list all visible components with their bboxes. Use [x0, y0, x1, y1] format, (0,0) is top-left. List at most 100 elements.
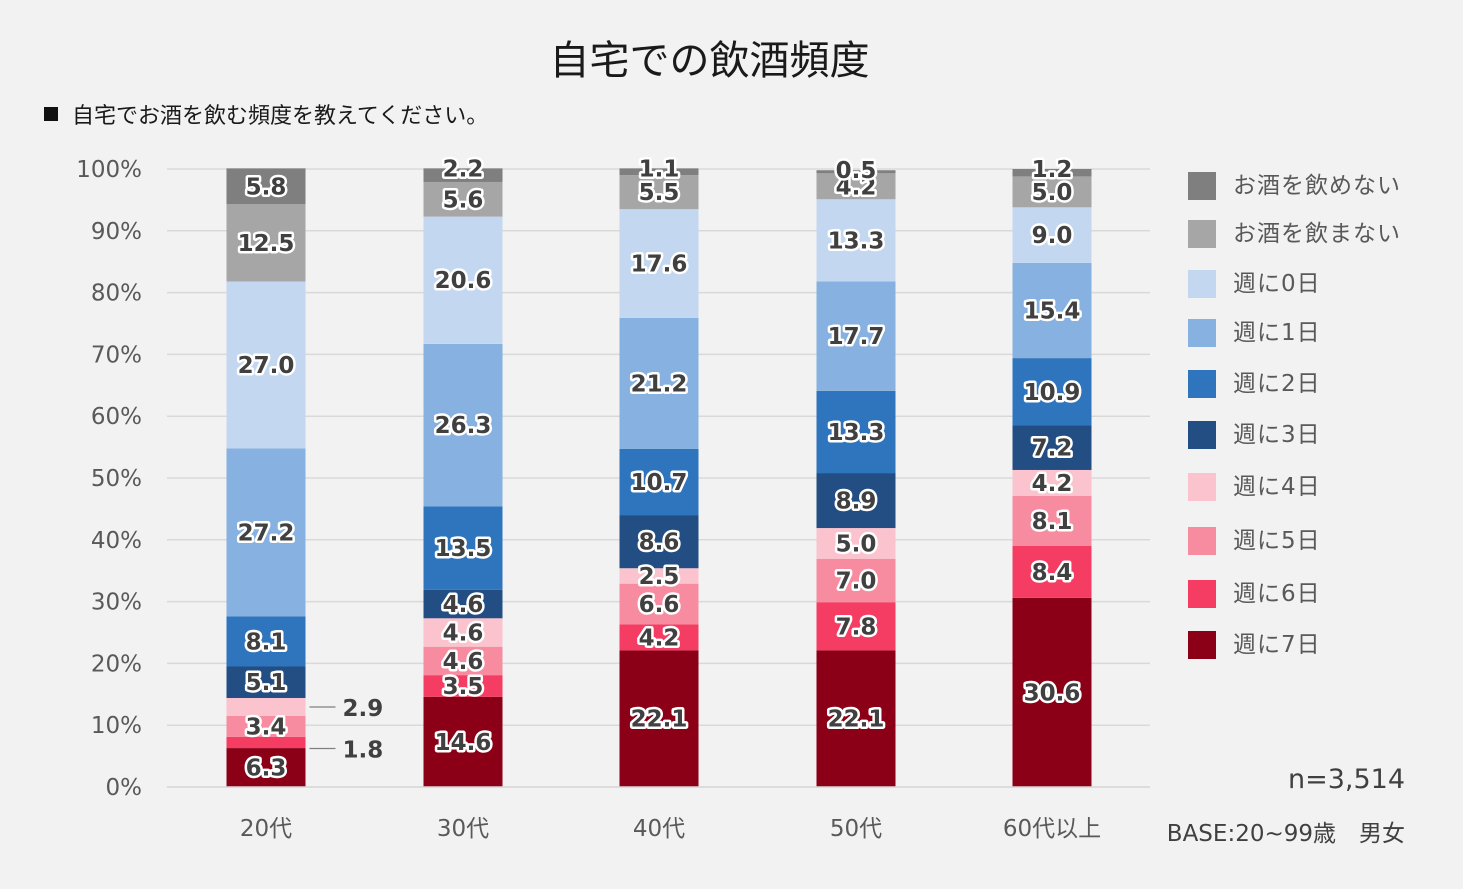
data-label: 22.1	[828, 707, 885, 733]
y-tick-label: 0%	[106, 775, 143, 801]
legend-label: お酒を飲めない	[1233, 173, 1401, 199]
bar-segment	[816, 173, 896, 200]
bar-segment	[423, 216, 503, 344]
bar-segment	[816, 602, 896, 651]
legend-swatch	[1188, 172, 1216, 200]
y-tick-label: 70%	[91, 342, 142, 368]
bar-segment	[619, 317, 699, 449]
bar-segment	[423, 168, 503, 182]
bar-segment	[816, 650, 896, 787]
bar-segment	[1012, 495, 1092, 546]
legend-swatch	[1188, 631, 1216, 659]
data-label: 14.6	[435, 730, 492, 756]
bar-segment	[816, 528, 896, 559]
bar-segment	[619, 650, 699, 787]
bar-segment	[619, 568, 699, 584]
bar-segment	[226, 715, 306, 737]
data-label: 2.2	[443, 156, 484, 182]
data-label: 8.1	[1032, 509, 1073, 535]
x-tick-label: 60代以上	[1003, 816, 1101, 842]
data-label: 4.2	[1032, 471, 1073, 497]
data-label: 4.2	[836, 174, 877, 200]
bar-segment	[423, 343, 503, 507]
data-label: 21.2	[631, 371, 688, 397]
bar-segment	[226, 168, 306, 205]
data-label: 5.6	[443, 187, 484, 213]
bar-segment	[1012, 358, 1092, 426]
data-label: 17.7	[828, 324, 885, 350]
data-label: 2.9	[343, 696, 384, 722]
y-axis: 0% 10% 20% 30% 40% 50% 60% 70% 80% 90% 100%	[76, 157, 142, 801]
data-label: 8.1	[246, 629, 287, 655]
data-label: 5.0	[836, 532, 877, 558]
bullet-square-icon	[44, 107, 58, 121]
bar-segment	[1012, 207, 1092, 263]
bar-segment	[1012, 545, 1092, 598]
y-tick-label: 40%	[91, 528, 142, 554]
data-label: 0.5	[836, 158, 877, 184]
bar-segment	[619, 515, 699, 569]
data-label: 4.6	[443, 621, 484, 647]
bar-segment	[423, 506, 503, 590]
y-tick-label: 60%	[91, 404, 142, 430]
data-label: 15.4	[1024, 299, 1081, 325]
bar-segment	[619, 583, 699, 625]
bar-segment	[226, 281, 306, 449]
data-label: 6.3	[246, 756, 287, 782]
data-label: 30.6	[1024, 680, 1081, 706]
y-tick-label: 80%	[91, 281, 142, 307]
bar-segment	[1012, 469, 1092, 496]
legend-label: 週に1日	[1233, 320, 1321, 346]
data-label: 13.3	[828, 228, 885, 254]
bar-segment	[816, 199, 896, 282]
legend-swatch	[1188, 220, 1216, 248]
bar-segment	[816, 281, 896, 391]
y-tick-label: 50%	[91, 466, 142, 492]
bar-segment	[619, 624, 699, 651]
y-tick-label: 90%	[91, 219, 142, 245]
bar-segment	[1012, 176, 1092, 208]
data-label: 27.2	[238, 520, 295, 546]
data-label: 3.4	[246, 714, 287, 740]
data-label: 4.2	[639, 625, 680, 651]
data-label: 8.6	[639, 530, 680, 556]
x-axis: 20代 30代 40代 50代 60代以上	[167, 786, 1150, 842]
bar-segment	[1012, 425, 1092, 470]
data-label: 1.1	[639, 156, 680, 182]
bar-segment	[226, 698, 306, 716]
bar-segment	[619, 168, 699, 176]
chart-title: 自宅での飲酒頻度	[549, 38, 870, 84]
bar-segment	[1012, 262, 1092, 359]
legend-label: 週に5日	[1233, 528, 1321, 554]
bar-segment	[619, 209, 699, 318]
legend-label: 週に3日	[1233, 422, 1321, 448]
data-label: 13.3	[828, 420, 885, 446]
data-labels: 6.3 1.8 3.4 2.9 5.1 8.1 27.2 27.0 12.5 5.8 14.6 3.5…	[235, 154, 1083, 784]
data-label: 3.5	[443, 674, 484, 700]
data-label: 26.3	[435, 413, 492, 439]
y-tick-label: 10%	[91, 713, 142, 739]
data-label: 7.2	[1032, 436, 1073, 462]
data-label: 6.6	[639, 592, 680, 618]
bar-segment	[423, 181, 503, 217]
bar-segment	[226, 748, 306, 787]
bar-segment	[423, 646, 503, 676]
bar-segment	[423, 675, 503, 697]
data-label: 5.8	[246, 174, 287, 200]
data-label: 12.5	[238, 231, 295, 257]
bar-segment	[226, 448, 306, 617]
bar-segment	[816, 390, 896, 474]
data-label: 7.0	[836, 569, 877, 595]
legend-swatch	[1188, 319, 1216, 347]
bar-segment	[1012, 597, 1092, 787]
data-label: 5.0	[1032, 180, 1073, 206]
legend-label: 週に0日	[1233, 271, 1321, 297]
y-tick-label: 30%	[91, 590, 142, 616]
question-label: 自宅でお酒を飲む頻度を教えてください。	[72, 104, 489, 129]
legend-swatch	[1188, 580, 1216, 608]
legend-swatch	[1188, 270, 1216, 298]
bar-segment	[423, 589, 503, 619]
data-label: 5.5	[639, 180, 680, 206]
bar-segment	[619, 175, 699, 210]
